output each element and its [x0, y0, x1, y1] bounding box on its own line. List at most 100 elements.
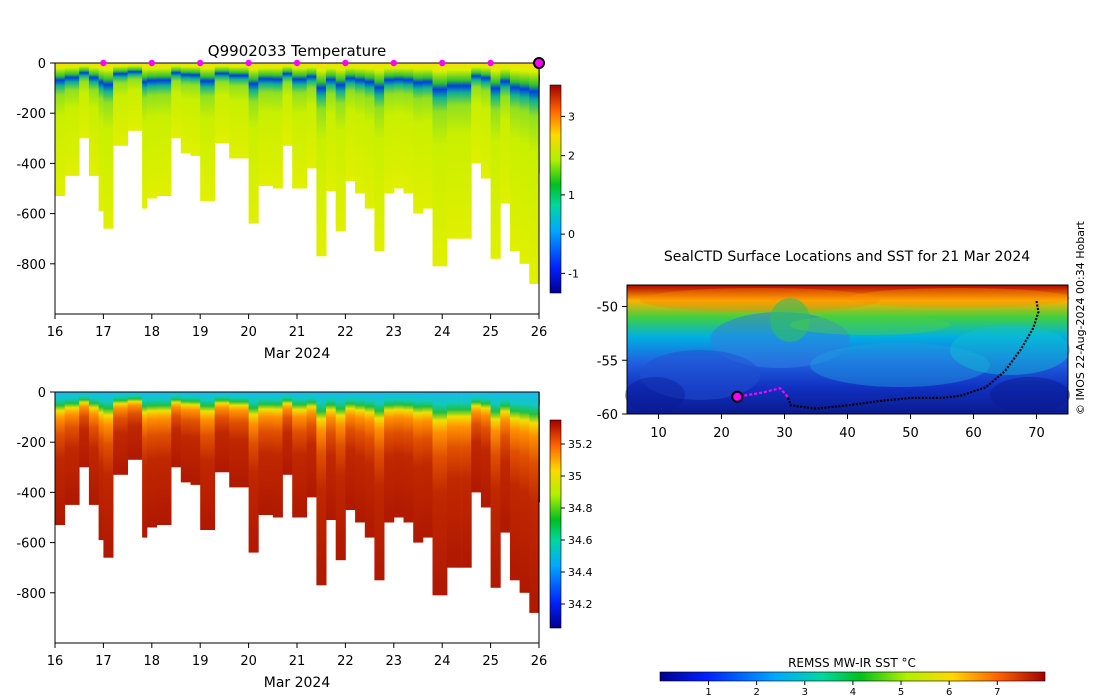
profile-column	[248, 63, 259, 224]
profile-column	[345, 63, 356, 181]
profile-column	[79, 392, 90, 468]
surfacing-marker	[197, 59, 204, 67]
colorbar-tick-label: 34.4	[568, 566, 593, 579]
colorbar-tick-label: 35.2	[568, 438, 593, 451]
profile-column	[64, 63, 80, 176]
x-tick-label: 20	[240, 654, 257, 669]
x-tick-label: 19	[192, 325, 209, 340]
surfacing-marker	[245, 59, 252, 67]
colorbar-tick-label: -1	[568, 267, 579, 280]
x-tick-label: 16	[47, 325, 64, 340]
surfacing-marker	[342, 59, 349, 67]
y-tick-label: -800	[16, 258, 46, 273]
profile-column	[103, 392, 114, 558]
colorbar-tick-label: 35	[568, 470, 582, 483]
profile-column	[180, 392, 191, 483]
y-tick-label: -600	[16, 208, 46, 223]
sst-patch	[640, 350, 760, 400]
profile-column	[156, 63, 172, 196]
surfacing-marker	[100, 59, 107, 67]
profile-column	[384, 392, 395, 523]
colorbar-tick-label: 1	[568, 189, 575, 202]
profile-column	[214, 392, 230, 473]
profile-column	[180, 63, 191, 154]
temperature-title: Q9902033 Temperature	[208, 42, 386, 60]
salinity-y-axis: 0 -200 -400 -600 -800	[16, 386, 55, 602]
x-tick-label: 50	[902, 426, 919, 441]
x-tick-label: 22	[337, 654, 354, 669]
profile-column	[229, 392, 240, 488]
profile-column	[316, 392, 327, 586]
colorbar-tick-label: 34.6	[568, 534, 593, 547]
colorbar-tick-label: 5	[898, 687, 904, 698]
salinity-profiles	[55, 392, 540, 613]
profile-column	[529, 392, 540, 613]
profile-column	[393, 392, 404, 518]
temperature-x-axis: 16 17 18 19 20 21 22 23 24 25 26	[47, 314, 547, 340]
profile-column	[147, 63, 158, 199]
sst-patch	[850, 288, 1070, 308]
profile-column	[292, 392, 308, 518]
x-tick-label: 60	[965, 426, 982, 441]
colorbar-tick-label: 2	[568, 150, 575, 163]
imos-watermark: © IMOS 22-Aug-2024 00:34 Hobart	[1074, 221, 1087, 415]
profile-column	[248, 392, 259, 553]
profile-column	[98, 392, 104, 541]
y-tick-label: -55	[597, 354, 618, 369]
profile-column	[422, 392, 433, 538]
profile-column	[403, 63, 414, 194]
sst-colorbar-label: REMSS MW-IR SST °C	[788, 656, 916, 670]
profile-column	[345, 392, 356, 510]
x-tick-label: 22	[337, 325, 354, 340]
profile-column	[282, 63, 293, 146]
profile-column	[326, 63, 337, 191]
profile-column	[447, 63, 462, 239]
profile-column	[127, 392, 143, 460]
profile-column	[364, 392, 375, 538]
surfacing-markers	[100, 57, 545, 69]
map-title: SealCTD Surface Locations and SST for 21…	[664, 249, 1030, 265]
profile-column	[190, 392, 201, 485]
x-tick-label: 18	[144, 654, 161, 669]
profile-column	[272, 63, 283, 189]
sst-patch	[790, 315, 950, 335]
profile-column	[364, 63, 375, 209]
profile-column	[413, 63, 424, 214]
profile-column	[422, 63, 433, 209]
sst-patch	[990, 377, 1070, 413]
temperature-xlabel: Mar 2024	[264, 346, 331, 362]
profile-column	[238, 392, 249, 488]
colorbar-tick-label: 3	[568, 110, 575, 123]
profile-column	[432, 63, 448, 267]
temperature-panel: Q9902033 Temperature 0 -200 -400 -600 -800 1…	[16, 42, 578, 362]
profile-column	[282, 392, 293, 475]
y-tick-label: -60	[597, 408, 618, 423]
profile-column	[171, 392, 182, 468]
x-tick-label: 21	[289, 325, 306, 340]
profile-column	[88, 63, 99, 176]
x-tick-label: 40	[839, 426, 856, 441]
map-y-axis: -50 -55 -60	[597, 301, 627, 423]
x-tick-label: 20	[713, 426, 730, 441]
sst-patch	[810, 343, 990, 387]
profile-column	[316, 63, 327, 257]
latest-surfacing-marker	[533, 57, 545, 69]
x-tick-label: 17	[95, 325, 112, 340]
profile-column	[393, 63, 404, 189]
x-tick-label: 23	[386, 654, 403, 669]
recent-track-line	[737, 386, 789, 398]
x-tick-label: 23	[386, 325, 403, 340]
surfacing-marker	[487, 59, 494, 67]
salinity-colorbar	[549, 419, 562, 629]
profile-column	[306, 392, 317, 498]
profile-column	[500, 63, 511, 204]
track-line	[786, 300, 1040, 410]
y-tick-label: -400	[16, 157, 46, 172]
profile-column	[471, 63, 482, 164]
profile-column	[64, 392, 80, 505]
profile-column	[461, 392, 472, 568]
temperature-y-axis: 0 -200 -400 -600 -800	[16, 57, 55, 273]
salinity-xlabel: Mar 2024	[264, 675, 331, 691]
profile-column	[413, 392, 424, 543]
